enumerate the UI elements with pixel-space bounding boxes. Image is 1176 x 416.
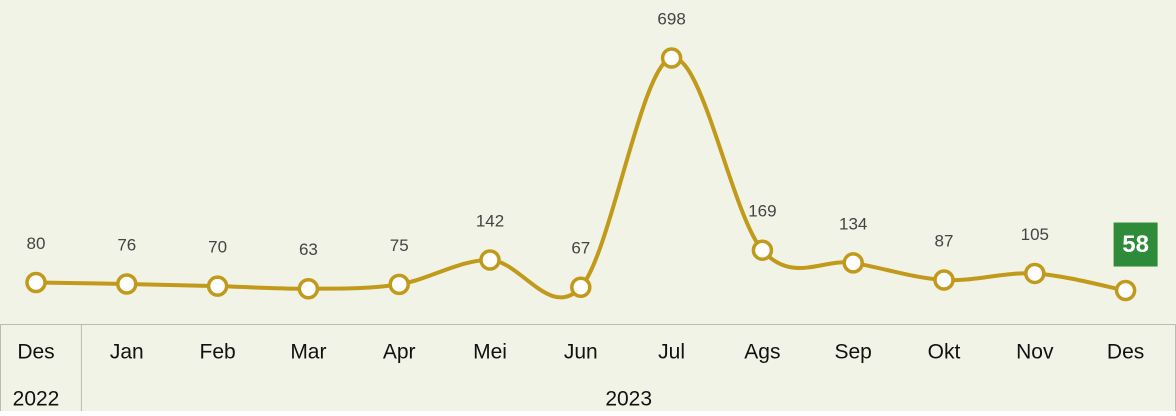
data-point	[116, 273, 138, 295]
data-label: 105	[1021, 225, 1049, 244]
data-point	[1024, 262, 1046, 285]
x-tick-label: Jun	[564, 341, 598, 364]
x-tick-label: Nov	[1016, 341, 1054, 364]
data-point	[570, 276, 592, 299]
data-point	[660, 47, 683, 69]
x-tick-label: Des	[17, 341, 54, 364]
data-point	[479, 249, 501, 271]
x-tick-label: Des	[1107, 341, 1144, 364]
highlight-box	[1113, 222, 1158, 267]
x-tick-label: Feb	[200, 341, 236, 364]
x-tick-label: Okt	[928, 341, 961, 364]
x-tick-label: Jul	[658, 341, 685, 364]
x-tick-label: Jan	[110, 341, 144, 364]
x-tick-label: Ags	[744, 341, 780, 364]
data-label: 698	[657, 10, 685, 29]
x-tick-label: Sep	[835, 341, 872, 364]
data-label: 63	[299, 240, 318, 259]
data-label: 169	[748, 202, 776, 221]
data-point	[388, 273, 410, 296]
data-point	[933, 269, 955, 291]
data-point	[206, 275, 229, 297]
data-label: 87	[935, 231, 954, 250]
line-series	[35, 56, 1126, 300]
data-label: 76	[117, 235, 136, 254]
data-point	[751, 239, 774, 261]
data-label: 70	[208, 238, 227, 257]
group-label: 2022	[13, 388, 60, 411]
data-label: 134	[839, 214, 867, 233]
data-point	[1114, 279, 1137, 302]
x-tick-label: Mar	[290, 341, 326, 364]
data-label: 142	[476, 211, 504, 230]
data-label: 67	[571, 239, 590, 258]
x-tick-label: Mei	[473, 341, 507, 364]
data-label: 58	[1122, 231, 1149, 258]
data-label: 80	[27, 234, 46, 253]
x-tick-label: Apr	[383, 341, 416, 364]
data-point	[25, 271, 47, 294]
data-point	[297, 277, 320, 300]
data-label: 75	[390, 236, 409, 255]
data-point	[842, 252, 864, 274]
group-label: 2023	[605, 388, 652, 411]
